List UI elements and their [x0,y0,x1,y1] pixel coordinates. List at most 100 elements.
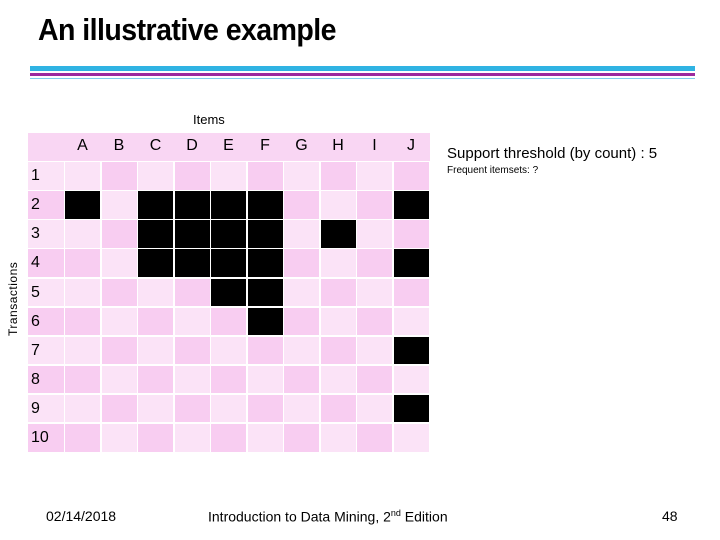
cell-empty [65,365,100,394]
cell-filled [393,249,429,277]
cell-empty [357,191,392,219]
cell-empty [393,365,429,394]
cell-empty [174,424,210,452]
cell-empty [320,365,356,394]
cell-empty [138,336,173,365]
cell-empty [138,365,173,394]
header-row-bg [28,133,430,161]
row-label-cell [28,394,64,423]
cell-filled [174,249,210,277]
cell-empty [138,162,173,190]
cell-empty [65,278,100,307]
cell-empty [174,162,210,190]
cell-empty [284,365,319,394]
cell-empty [174,307,210,336]
cell-empty [211,307,246,336]
cell-empty [138,424,173,452]
cell-empty [393,307,429,336]
cell-empty [320,424,356,452]
row-label: 4 [31,254,40,272]
cell-empty [357,336,392,365]
cell-empty [320,307,356,336]
cell-empty [138,394,173,423]
cell-filled [393,336,429,365]
cell-empty [138,278,173,307]
frequent-note: Frequent itemsets: ? [447,165,539,176]
row-label-cell [28,336,64,365]
cell-filled [174,220,210,248]
cell-empty [211,162,246,190]
cell-filled [138,249,173,277]
cell-filled [247,191,283,219]
footer-source: Introduction to Data Mining, 2nd Edition [208,508,448,525]
cell-empty [357,162,392,190]
cell-filled [138,220,173,248]
cell-empty [247,336,283,365]
cell-empty [357,394,392,423]
cell-empty [284,249,319,277]
cell-empty [320,336,356,365]
cell-empty [101,249,137,277]
cell-empty [101,307,137,336]
cell-empty [284,162,319,190]
cell-empty [211,424,246,452]
row-label-cell [28,365,64,394]
cell-empty [247,365,283,394]
cell-filled [247,278,283,307]
row-label: 1 [31,167,40,185]
cell-empty [357,220,392,248]
cell-empty [174,394,210,423]
cell-empty [357,278,392,307]
cell-empty [174,365,210,394]
cell-filled [393,191,429,219]
cell-empty [101,365,137,394]
cell-empty [174,278,210,307]
cell-empty [284,336,319,365]
row-label: 3 [31,225,40,243]
source-text: Introduction to Data Mining, 2 [208,508,391,525]
cell-empty [284,307,319,336]
cell-filled [138,191,173,219]
cell-filled [211,278,246,307]
column-label: I [372,137,377,154]
column-label: G [295,137,308,154]
source-tail: Edition [400,508,448,525]
cell-filled [247,249,283,277]
cell-empty [393,278,429,307]
cell-empty [320,191,356,219]
column-title: Items [193,112,225,127]
cell-filled [211,220,246,248]
cell-empty [247,394,283,423]
cell-empty [393,162,429,190]
cell-filled [211,191,246,219]
cell-empty [284,191,319,219]
cell-empty [65,307,100,336]
cell-empty [357,307,392,336]
column-label: B [113,137,125,154]
rule-blue [30,66,695,71]
cell-empty [211,336,246,365]
row-label-cell [28,191,64,219]
row-label: 7 [31,341,40,359]
cell-empty [211,365,246,394]
page-number: 48 [662,508,678,524]
rule-purple [30,73,695,76]
cell-empty [247,424,283,452]
cell-empty [101,278,137,307]
cell-filled [174,191,210,219]
row-label-cell [28,278,64,307]
cell-filled [393,394,429,423]
column-label: H [332,137,344,154]
cell-empty [65,249,100,277]
row-label: 2 [31,196,40,214]
cell-empty [101,394,137,423]
row-label-cell [28,162,64,190]
column-label: D [186,137,198,154]
cell-empty [393,424,429,452]
cell-filled [211,249,246,277]
slide-title: An illustrative example [38,12,337,47]
row-label: 8 [31,370,40,388]
row-label-cell [28,220,64,248]
row-label-cell [28,424,64,452]
